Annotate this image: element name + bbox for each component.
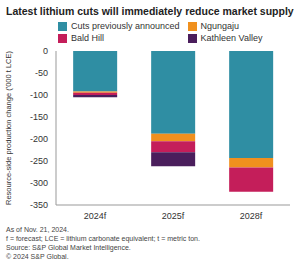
html-text:Kathleen Valley: Kathleen Valley [200,33,263,43]
svg-text:0: 0 [43,46,48,56]
svg-text:-350: -350 [30,200,48,210]
html-text:Source: S&P Global Market Inte: Source: S&P Global Market Intelligence. [6,244,131,251]
html-text:Latest lithium cuts will immed: Latest lithium cuts will immediately red… [6,5,294,17]
svg-text:-150: -150 [30,112,48,122]
svg-text:2024f: 2024f [84,211,107,221]
svg-text:-300: -300 [30,178,48,188]
html-text:© 2024 S&P Global.: © 2024 S&P Global. [6,253,69,260]
svg-text:-250: -250 [30,156,48,166]
svg-text:2025f: 2025f [162,211,185,221]
svg-text:2028f: 2028f [240,211,263,221]
svg-text:-200: -200 [30,134,48,144]
svg-text:-50: -50 [35,68,48,78]
html-text:Cuts previously announced: Cuts previously announced [71,21,180,31]
html-text:Ngungaju: Ngungaju [200,21,240,31]
html-text:f = forecast; LCE = lithium ca: f = forecast; LCE = lithium carbonate eq… [6,235,200,242]
svg-text:Resource-side production chang: Resource-side production change ('000 t … [8,50,13,205]
svg-text:-100: -100 [30,90,48,100]
html-text:Bald Hill: Bald Hill [71,33,104,43]
html-text:As of Nov. 21, 2024.: As of Nov. 21, 2024. [6,226,69,233]
